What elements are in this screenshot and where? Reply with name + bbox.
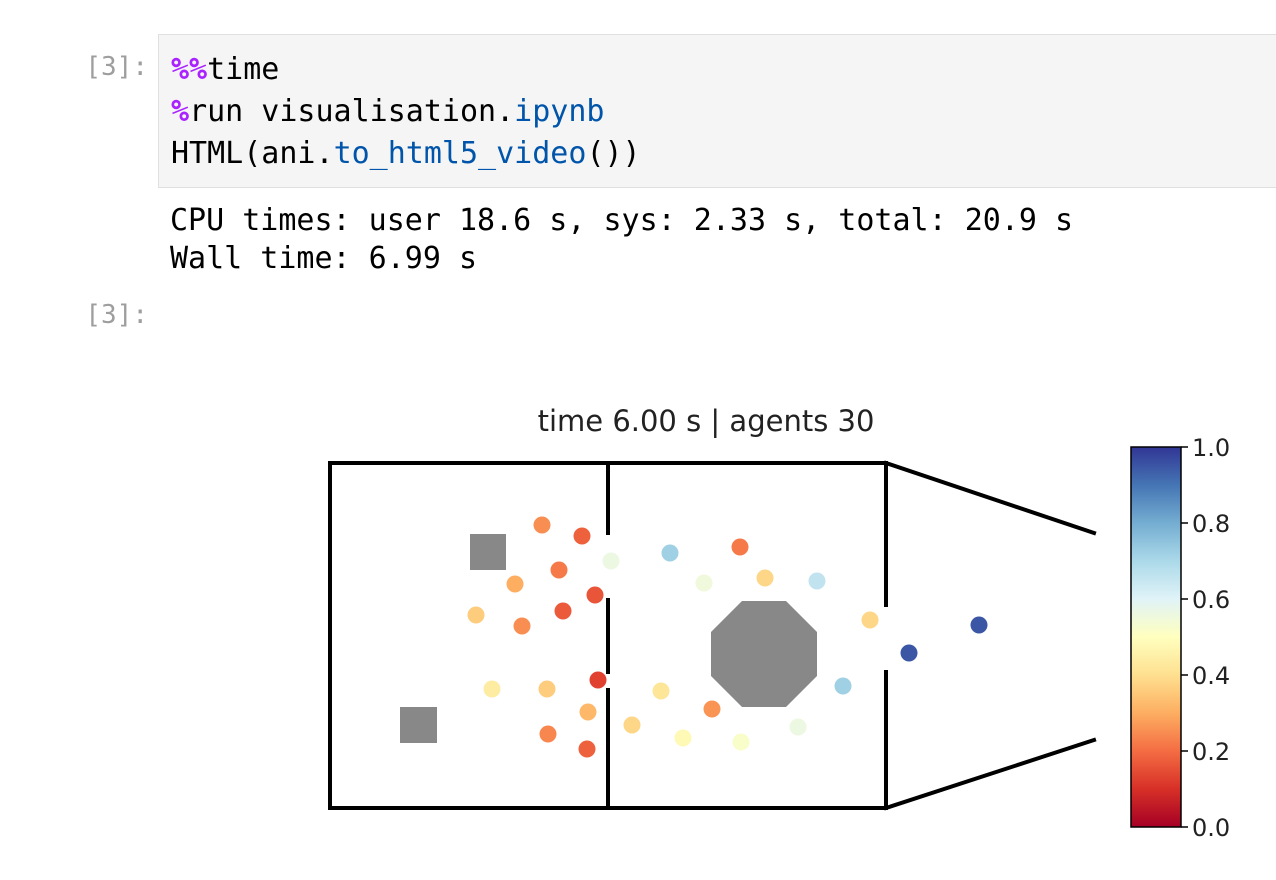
- colorbar-tick-label: 0.8: [1192, 510, 1230, 538]
- colorbar-tick-label: 0.2: [1192, 738, 1230, 766]
- method-name: to_html5_video: [333, 136, 587, 171]
- agent-marker: [539, 725, 557, 743]
- agent-marker: [550, 561, 568, 579]
- agent-marker: [861, 611, 879, 629]
- square-obstacle-bottom: [400, 707, 437, 743]
- html-call: HTML(ani.: [171, 136, 334, 171]
- colorbar: [1130, 446, 1182, 828]
- agent-marker: [533, 516, 551, 534]
- agent-marker: [756, 569, 774, 587]
- stdout-output: CPU times: user 18.6 s, sys: 2.33 s, tot…: [170, 202, 1073, 278]
- agent-marker: [513, 617, 531, 635]
- agent-marker: [579, 703, 597, 721]
- exit-funnel-top: [883, 460, 1097, 536]
- square-obstacle-top: [470, 534, 506, 570]
- agent-marker: [732, 733, 750, 751]
- agent-marker: [674, 729, 692, 747]
- agent-marker: [483, 680, 501, 698]
- code-line-1: %%time: [171, 49, 641, 91]
- agent-marker: [586, 586, 604, 604]
- line-magic: %: [171, 94, 190, 129]
- colorbar-tick-label: 0.4: [1192, 662, 1230, 690]
- colorbar-ticks: [1181, 446, 1188, 828]
- simulation-plot: time 6.00 s | agents 30: [328, 404, 1230, 842]
- code-line-2: %run visualisation.ipynb: [171, 91, 641, 133]
- agent-marker: [578, 740, 596, 758]
- file-extension: ipynb: [514, 94, 605, 129]
- agent-marker: [900, 644, 918, 662]
- agent-marker: [573, 527, 591, 545]
- agent-marker: [695, 574, 713, 592]
- code-line-3: HTML(ani.to_html5_video()): [171, 133, 641, 175]
- agent-marker: [970, 616, 988, 634]
- agent-marker: [538, 680, 556, 698]
- agent-marker: [506, 575, 524, 593]
- agent-marker: [652, 682, 670, 700]
- agent-marker: [589, 671, 607, 689]
- agent-marker: [703, 700, 721, 718]
- agent-marker: [808, 572, 826, 590]
- agent-marker: [731, 538, 749, 556]
- agent-marker: [554, 602, 572, 620]
- colorbar-tick-label: 0.6: [1192, 586, 1230, 614]
- input-prompt: [3]:: [85, 52, 148, 82]
- agent-marker: [623, 716, 641, 734]
- agent-marker: [602, 552, 620, 570]
- octagon-obstacle: [711, 601, 817, 707]
- cpu-times-line: CPU times: user 18.6 s, sys: 2.33 s, tot…: [170, 203, 1074, 238]
- cell-magic: %%: [171, 52, 208, 87]
- call-suffix: ()): [586, 136, 641, 171]
- exit-funnel-bottom: [883, 737, 1097, 811]
- code-lines: %%time %run visualisation.ipynb HTML(ani.t…: [171, 49, 641, 175]
- agent-marker: [661, 544, 679, 562]
- animation-figure: time 6.00 s | agents 30: [0, 380, 1276, 880]
- wall-time-line: Wall time: 6.99 s: [170, 241, 478, 276]
- magic-name: time: [207, 52, 280, 87]
- colorbar-labels: 0.0 0.2 0.4 0.6 0.8 1.0: [1192, 434, 1230, 842]
- colorbar-tick-label: 1.0: [1192, 434, 1230, 462]
- output-prompt: [3]:: [85, 300, 148, 330]
- run-command: run visualisation.: [189, 94, 515, 129]
- agent-marker: [789, 718, 807, 736]
- agent-marker: [834, 677, 852, 695]
- figure-title: time 6.00 s | agents 30: [538, 404, 875, 438]
- colorbar-tick-label: 0.0: [1192, 814, 1230, 842]
- agent-marker: [467, 606, 485, 624]
- agents-layer: [467, 516, 988, 758]
- code-editor[interactable]: %%time %run visualisation.ipynb HTML(ani.t…: [158, 34, 1276, 188]
- room-walls: [328, 460, 1097, 811]
